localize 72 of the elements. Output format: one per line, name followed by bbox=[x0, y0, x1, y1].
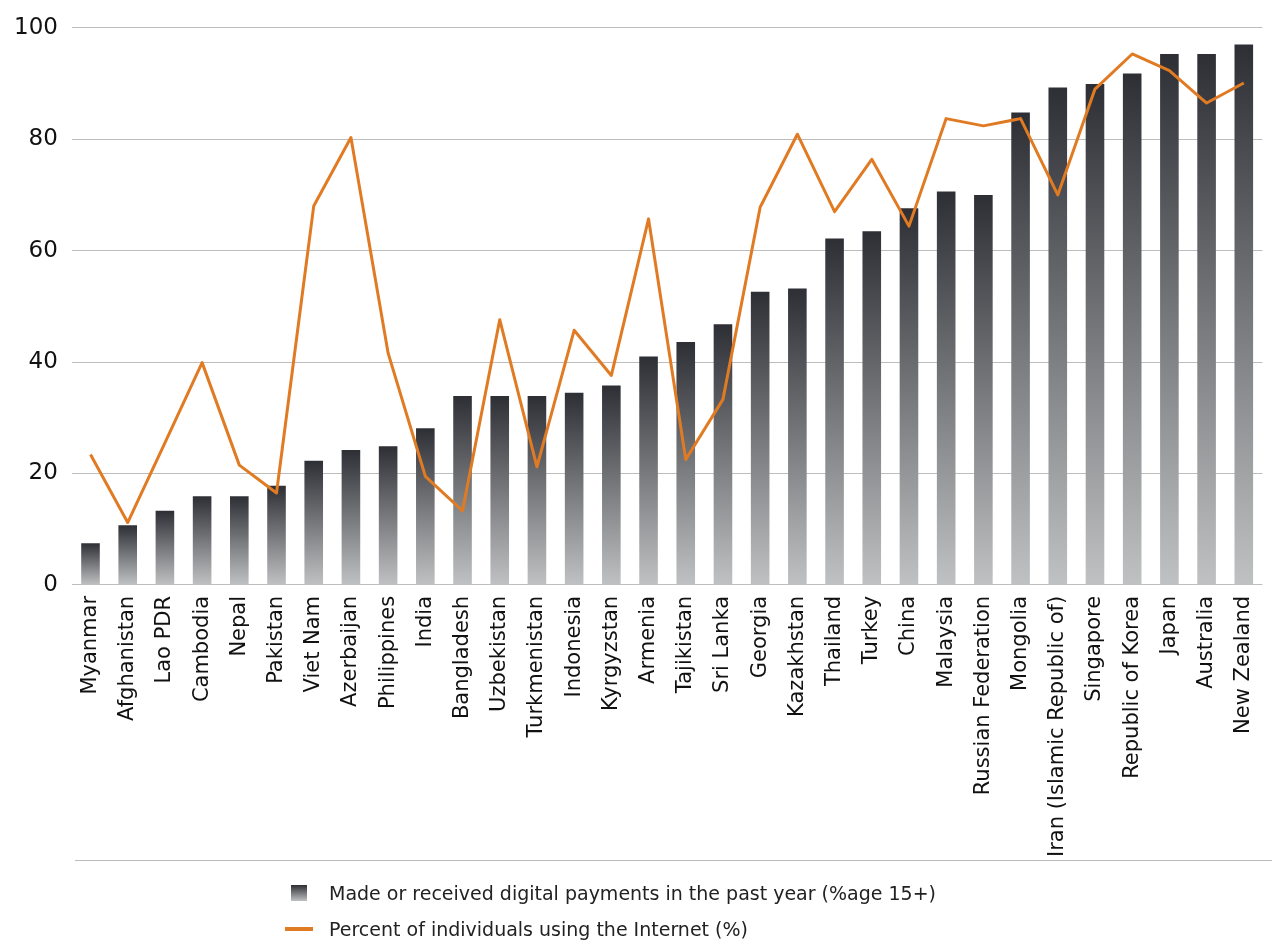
x-tick-label: Republic of Korea bbox=[1118, 595, 1143, 779]
bar bbox=[564, 392, 584, 585]
bar bbox=[1122, 73, 1142, 585]
bar bbox=[1160, 53, 1179, 585]
x-tick-label: Azerbaijan bbox=[337, 595, 362, 707]
x-tick-label: Sri Lanka bbox=[709, 595, 734, 693]
bar bbox=[267, 485, 286, 585]
bar bbox=[1011, 112, 1030, 585]
x-tick-label: Japan bbox=[1155, 595, 1180, 657]
legend-label: Percent of individuals using the Internet (%) bbox=[329, 918, 748, 940]
x-tick-label: New Zealand bbox=[1230, 595, 1255, 734]
bar bbox=[81, 543, 100, 585]
bar bbox=[676, 342, 696, 585]
bar bbox=[453, 396, 472, 585]
y-tick-label: 100 bbox=[13, 12, 58, 39]
x-tick-label: Afghanistan bbox=[114, 595, 139, 721]
x-tick-label: Kyrgyzstan bbox=[597, 595, 622, 711]
y-tick-label: 20 bbox=[28, 458, 58, 485]
x-tick-label: Georgia bbox=[746, 595, 771, 679]
legend-label: Made or received digital payments in the past year (%age 15+) bbox=[329, 882, 937, 904]
bar bbox=[378, 446, 398, 585]
bar bbox=[825, 238, 844, 585]
x-tick-label: Tajikistan bbox=[672, 595, 697, 695]
x-tick-label: Indonesia bbox=[560, 595, 585, 698]
bar bbox=[1048, 87, 1068, 585]
bar bbox=[416, 428, 435, 585]
bar bbox=[118, 525, 138, 585]
bar bbox=[788, 288, 807, 585]
bar bbox=[713, 324, 733, 585]
x-tick-label: Lao PDR bbox=[151, 595, 176, 684]
x-tick-label: Pakistan bbox=[262, 595, 287, 684]
x-tick-label: Uzbekistan bbox=[486, 595, 511, 712]
x-tick-label: Malaysia bbox=[932, 595, 957, 688]
x-tick-label: Turkey bbox=[858, 595, 883, 666]
x-tick-label: Kazakhstan bbox=[783, 595, 808, 717]
bar bbox=[639, 356, 658, 585]
x-tick-label: Philippines bbox=[374, 595, 399, 710]
x-tick-label: Iran (Islamic Republic of) bbox=[1044, 595, 1069, 858]
bar bbox=[230, 496, 249, 585]
y-tick-label: 60 bbox=[28, 235, 58, 262]
x-tick-label: Nepal bbox=[225, 595, 250, 657]
bar bbox=[974, 194, 993, 585]
bar bbox=[899, 208, 919, 585]
y-tick-label: 0 bbox=[43, 569, 58, 596]
bar bbox=[862, 231, 882, 585]
x-tick-label: Mongolia bbox=[1007, 595, 1032, 691]
bar bbox=[304, 460, 324, 585]
y-tick-label: 40 bbox=[28, 347, 58, 374]
x-tick-label: Russian Federation bbox=[969, 595, 994, 796]
x-tick-label: Cambodia bbox=[188, 595, 213, 703]
bar bbox=[1197, 53, 1216, 585]
bar bbox=[341, 450, 361, 585]
x-tick-label: Bangladesh bbox=[448, 595, 473, 720]
bar bbox=[155, 510, 175, 585]
x-tick-label: China bbox=[895, 595, 920, 656]
x-tick-label: Thailand bbox=[821, 595, 846, 688]
x-tick-label: India bbox=[411, 595, 436, 648]
bar bbox=[1234, 44, 1254, 585]
y-tick-label: 80 bbox=[28, 124, 58, 151]
x-tick-label: Armenia bbox=[635, 595, 659, 684]
x-tick-label: Turkmenistan bbox=[523, 595, 548, 739]
x-tick-label: Australia bbox=[1193, 595, 1218, 689]
bar bbox=[936, 191, 956, 585]
bar bbox=[1085, 84, 1105, 585]
x-tick-label: Viet Nam bbox=[300, 595, 325, 693]
bar bbox=[490, 396, 510, 585]
bar bbox=[192, 496, 212, 585]
x-tick-label: Singapore bbox=[1081, 595, 1106, 702]
bar bbox=[750, 291, 770, 585]
bar bbox=[527, 396, 547, 585]
x-tick-label: Myanmar bbox=[76, 595, 101, 695]
bar bbox=[602, 385, 621, 585]
